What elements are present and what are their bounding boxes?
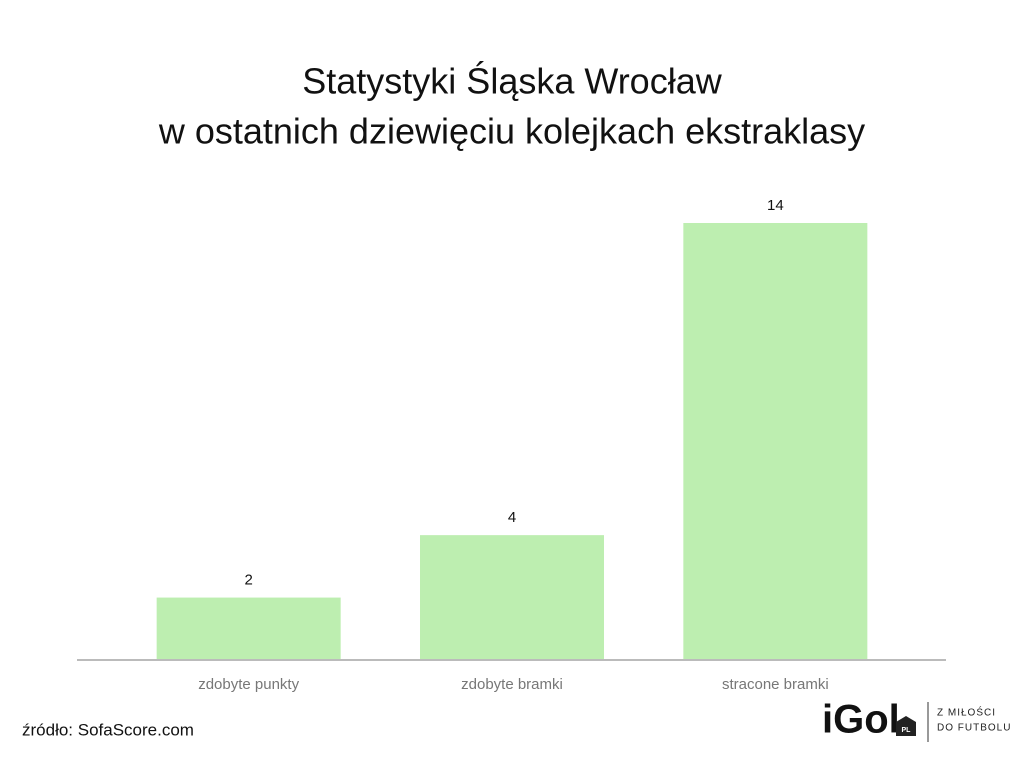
- logo-badge: PL: [902, 727, 912, 734]
- value-label: 4: [508, 509, 516, 526]
- logo-tagline: Z MIŁOŚCI: [937, 706, 996, 719]
- chart-title: Statystyki Śląska Wrocław: [302, 60, 722, 102]
- logo: iGol PL Z MIŁOŚCI DO FUTBOLU: [822, 698, 1011, 742]
- bar: [420, 535, 604, 660]
- bar: [683, 223, 868, 660]
- logo-name: iGol: [822, 698, 900, 742]
- x-tick-label: zdobyte punkty: [198, 676, 299, 693]
- chart-title: w ostatnich dziewięciu kolejkach ekstrak…: [158, 111, 865, 152]
- bar: [156, 597, 341, 660]
- x-tick-label: zdobyte bramki: [461, 676, 563, 693]
- x-tick-label: stracone bramki: [722, 676, 829, 693]
- plot-area: zdobyte punkty 2 zdobyte bramki 4 stracone b…: [156, 197, 868, 693]
- value-label: 2: [244, 572, 252, 589]
- logo-badge-shape: [896, 716, 916, 736]
- value-label: 14: [767, 197, 784, 214]
- source: źródło: SofaScore.com: [22, 720, 194, 739]
- logo-tagline: DO FUTBOLU: [937, 723, 1011, 734]
